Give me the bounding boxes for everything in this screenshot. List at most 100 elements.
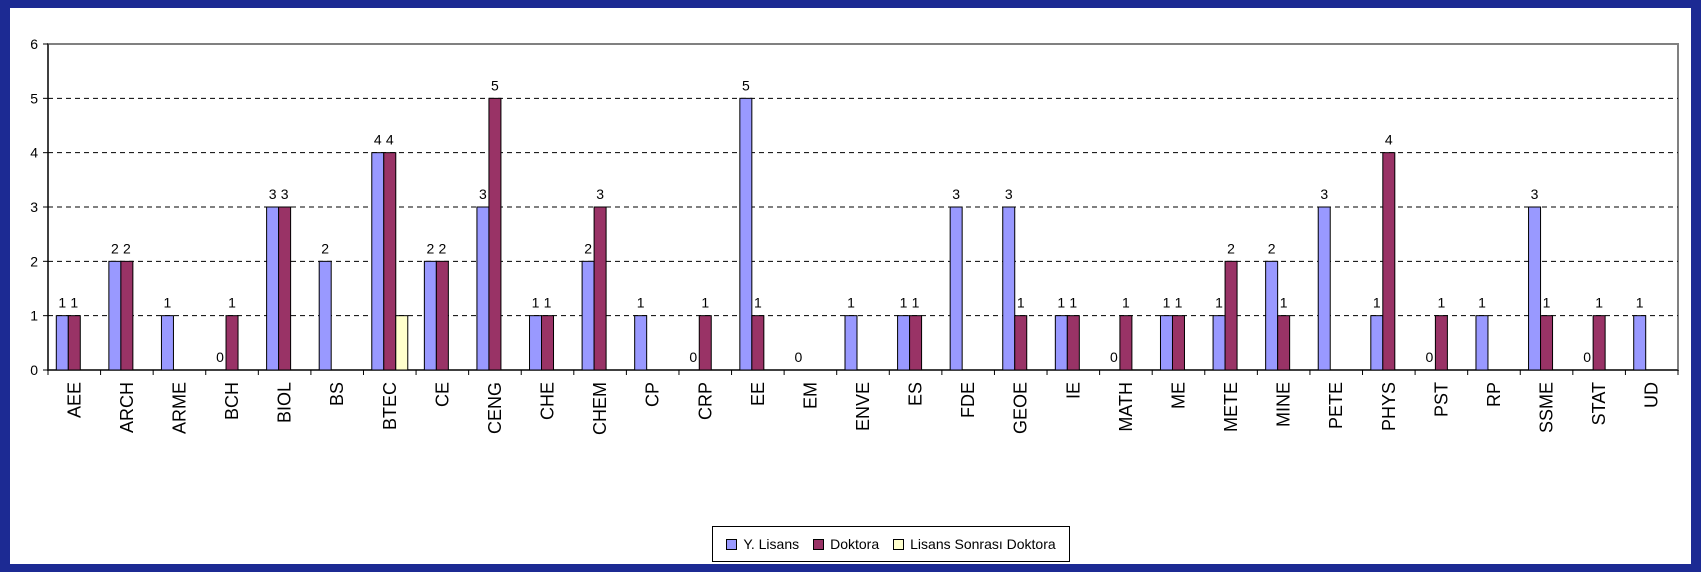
bar-y-lisans-geoe (1002, 206, 1016, 371)
x-tick-label-rp: RP (1484, 382, 1504, 407)
x-tick-label-cp: CP (643, 382, 663, 407)
data-label: 1 (228, 295, 236, 311)
data-label: 1 (847, 295, 855, 311)
data-label: 1 (1017, 295, 1025, 311)
x-tick-label-fde: FDE (958, 382, 978, 418)
data-label: 1 (1373, 295, 1381, 311)
bar-doktora-biol (278, 206, 292, 371)
data-label: 1 (1543, 295, 1551, 311)
data-label: 3 (596, 186, 604, 202)
x-tick-label-em: EM (800, 382, 820, 409)
bar-y-lisans-btec (371, 152, 385, 371)
x-tick-label-btec: BTEC (380, 382, 400, 430)
legend-label-y-lisans: Y. Lisans (743, 536, 800, 552)
x-tick-label-stat: STAT (1589, 382, 1609, 425)
data-label: 0 (1425, 349, 1433, 365)
bar-doktora-ce (435, 260, 449, 371)
data-label: 1 (70, 295, 78, 311)
bar-y-lisans-arme (160, 315, 174, 371)
bar-doktora-che (541, 315, 555, 371)
data-label: 1 (1478, 295, 1486, 311)
data-label: 2 (1268, 240, 1276, 256)
legend-label-lisans-sonrasi-doktora: Lisans Sonrası Doktora (910, 536, 1056, 552)
data-label: 1 (900, 295, 908, 311)
data-label: 1 (1595, 295, 1603, 311)
x-tick-label-aee: AEE (64, 382, 84, 418)
y-tick-label: 6 (30, 36, 38, 52)
bar-y-lisans-cp (634, 315, 648, 371)
x-tick-label-chem: CHEM (590, 382, 610, 435)
data-label: 0 (1110, 349, 1118, 365)
y-tick-label: 4 (30, 145, 38, 161)
data-label: 4 (374, 132, 382, 148)
data-label: 1 (754, 295, 762, 311)
x-tick-label-bch: BCH (222, 382, 242, 420)
legend-swatch-y-lisans (726, 538, 738, 550)
data-label: 1 (1636, 295, 1644, 311)
bar-y-lisans-bs (318, 260, 332, 371)
bar-doktora-ceng (488, 97, 502, 371)
x-tick-label-mine: MINE (1274, 382, 1294, 427)
bar-y-lisans-phys (1370, 315, 1384, 371)
chart-panel: 0 1 2 3 4 5 6 AEE ARCH ARME BCH BIOL BS BTEC CE CENG CHE… (10, 8, 1691, 564)
legend-swatch-lisans-sonrasi-doktora (893, 538, 905, 550)
data-label: 1 (912, 295, 920, 311)
y-tick-label: 0 (30, 362, 38, 378)
data-label: 4 (1385, 132, 1393, 148)
legend-label-doktora: Doktora (830, 536, 880, 552)
bar-y-lisans-arch (108, 260, 122, 371)
x-tick-label-ssme: SSME (1537, 382, 1557, 433)
bar-y-lisans-me (1159, 315, 1173, 371)
data-label: 1 (1175, 295, 1183, 311)
bar-chart: 0 1 2 3 4 5 6 AEE ARCH ARME BCH BIOL BS BTEC CE CENG CHE… (30, 36, 1679, 435)
bar-y-lisans-ud (1633, 315, 1647, 371)
bar-doktora-bch (225, 315, 239, 371)
bar-doktora-pst (1434, 315, 1448, 371)
bar-y-lisans-enve (844, 315, 858, 371)
legend-item-y-lisans: Y. Lisans (726, 536, 799, 552)
y-tick-label: 5 (30, 90, 38, 106)
data-label: 3 (479, 186, 487, 202)
bar-doktora-ssme (1540, 315, 1554, 371)
data-label: 1 (637, 295, 645, 311)
bar-y-lisans-rp (1475, 315, 1489, 371)
data-label: 2 (123, 240, 131, 256)
bar-y-lisans-ceng (476, 206, 490, 371)
data-label: 1 (532, 295, 540, 311)
data-label: 2 (321, 240, 329, 256)
bar-y-lisans-biol (266, 206, 280, 371)
data-label: 2 (111, 240, 119, 256)
data-label: 0 (795, 349, 803, 365)
data-label: 1 (1215, 295, 1223, 311)
bar-doktora-arch (120, 260, 134, 371)
bar-doktora-ee (751, 315, 765, 371)
bar-y-lisans-aee (55, 315, 69, 371)
bar-doktora-mine (1277, 315, 1291, 371)
x-tick-label-che: CHE (538, 382, 558, 420)
bar-doktora-crp (698, 315, 712, 371)
data-label: 1 (701, 295, 709, 311)
x-tick-label-math: MATH (1116, 382, 1136, 432)
x-tick-label-ceng: CENG (485, 382, 505, 434)
x-tick-label-ee: EE (748, 382, 768, 406)
x-tick-label-crp: CRP (695, 382, 715, 420)
data-label: 3 (281, 186, 289, 202)
bar-y-lisans-ie (1054, 315, 1068, 371)
bar-doktora-btec (383, 152, 397, 371)
bar-doktora-me (1171, 315, 1185, 371)
x-tick-label-arme: ARME (169, 382, 189, 434)
data-label: 2 (426, 240, 434, 256)
data-label: 1 (1163, 295, 1171, 311)
bar-y-lisans-chem (581, 260, 595, 371)
data-label: 2 (584, 240, 592, 256)
x-tick-label-phys: PHYS (1379, 382, 1399, 431)
x-tick-label-ie: IE (1063, 382, 1083, 399)
x-tick-label-biol: BIOL (275, 382, 295, 423)
bar-y-lisans-pete (1317, 206, 1331, 371)
data-label: 0 (1583, 349, 1591, 365)
bar-doktora-mete (1224, 260, 1238, 371)
data-label: 1 (1280, 295, 1288, 311)
data-label: 4 (386, 132, 394, 148)
bar-doktora-phys (1382, 152, 1396, 371)
bar-doktora-stat (1592, 315, 1606, 371)
